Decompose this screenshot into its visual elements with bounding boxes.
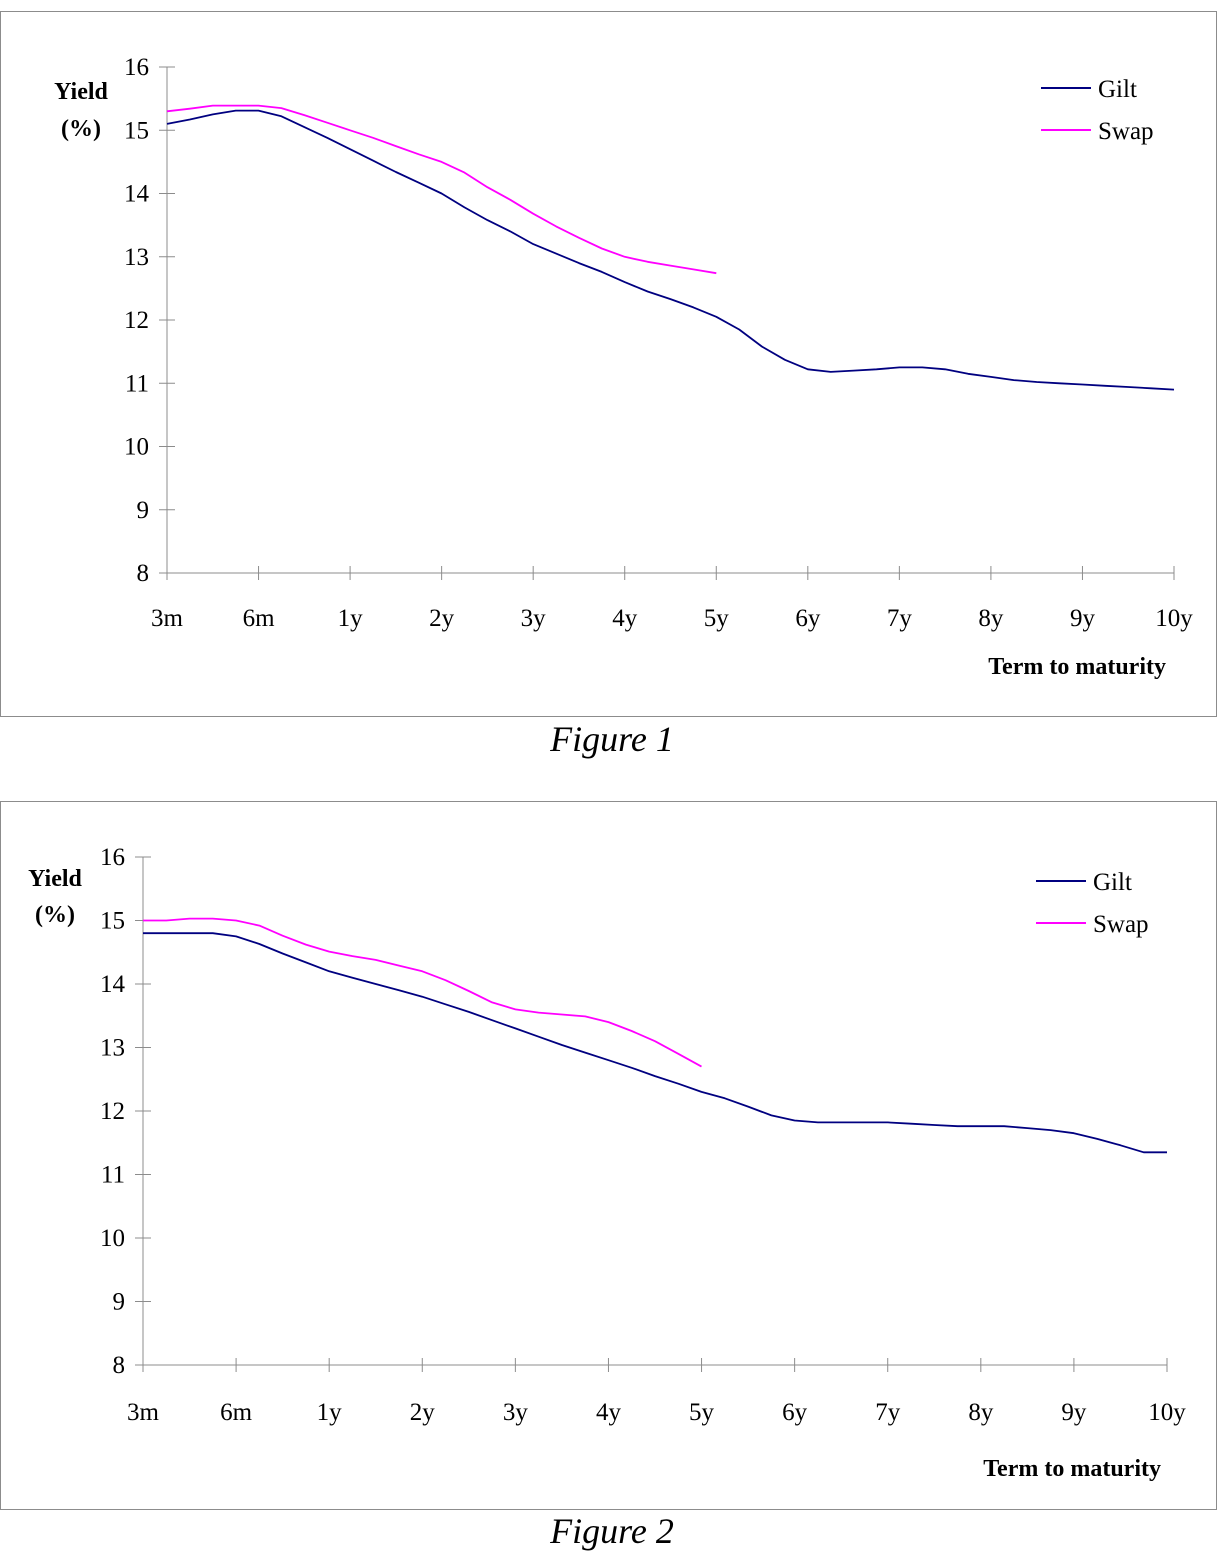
y-axis-title-line1: Yield: [28, 866, 82, 892]
x-tick-label: 5y: [689, 1399, 715, 1426]
y-tick-label: 10: [124, 434, 149, 461]
x-tick-label: 5y: [704, 605, 730, 632]
y-axis-title-line2: (%): [35, 902, 75, 928]
x-tick-label: 7y: [875, 1399, 901, 1426]
series-line-swap: [143, 917, 702, 1068]
x-tick-label: 2y: [429, 605, 455, 632]
x-tick-label: 9y: [1061, 1399, 1087, 1426]
x-tick-label: 3m: [151, 605, 184, 632]
y-tick-label: 15: [124, 117, 149, 144]
y-tick-label: 12: [100, 1098, 125, 1125]
x-axis-title: Term to maturity: [983, 1456, 1161, 1482]
x-tick-label: 3y: [521, 605, 547, 632]
x-tick-label: 1y: [317, 1399, 343, 1426]
series-line-gilt: [166, 109, 1175, 391]
x-tick-label: 8y: [978, 605, 1004, 632]
y-tick-label: 16: [100, 844, 125, 871]
x-tick-label: 6m: [243, 605, 276, 632]
y-tick-label: 14: [124, 181, 150, 208]
x-tick-label: 1y: [338, 605, 364, 632]
y-tick-label: 14: [100, 971, 126, 998]
x-tick-label: 4y: [612, 605, 638, 632]
legend-label-gilt: Gilt: [1098, 76, 1137, 103]
x-tick-label: 8y: [968, 1399, 994, 1426]
figure-caption-1: Figure 1: [550, 719, 674, 759]
y-tick-label: 8: [137, 560, 150, 587]
x-tick-label: 6y: [782, 1399, 808, 1426]
x-tick-label: 7y: [887, 605, 913, 632]
x-tick-label: 10y: [1148, 1399, 1186, 1426]
series-line-swap: [166, 104, 717, 275]
line-chart-2: 8 9 10 11 12 13 14 15 16 3m 6m 1y 2y 3y 4y 5y 6y 7y 8y 9y 10…: [28, 844, 1186, 1482]
series-line-gilt: [143, 932, 1167, 1154]
y-tick-label: 11: [101, 1162, 125, 1189]
y-tick-label: 8: [113, 1352, 126, 1379]
x-tick-label: 3m: [127, 1399, 160, 1426]
y-tick-label: 9: [137, 497, 150, 524]
y-tick-label: 9: [113, 1289, 126, 1316]
line-chart-1: 8 9 10 11 12 13 14 15 16 3m 6m 1y 2y 3y 4y 5y 6y 7y 8y 9y 10…: [54, 54, 1193, 680]
y-tick-label: 12: [124, 307, 149, 334]
x-tick-label: 10y: [1155, 605, 1193, 632]
y-tick-label: 13: [124, 244, 149, 271]
x-axis-title: Term to maturity: [988, 654, 1166, 680]
y-tick-label: 13: [100, 1035, 125, 1062]
y-axis-title-line1: Yield: [54, 79, 108, 105]
y-tick-label: 11: [125, 370, 149, 397]
y-tick-label: 10: [100, 1225, 125, 1252]
x-tick-label: 4y: [596, 1399, 622, 1426]
x-tick-label: 6y: [795, 605, 821, 632]
legend-label-gilt: Gilt: [1093, 869, 1132, 896]
legend-label-swap: Swap: [1098, 118, 1154, 145]
y-tick-label: 15: [100, 908, 125, 935]
legend-label-swap: Swap: [1093, 911, 1149, 938]
x-tick-label: 3y: [503, 1399, 529, 1426]
x-tick-label: 2y: [410, 1399, 436, 1426]
y-axis-title-line2: (%): [61, 116, 101, 142]
y-tick-label: 16: [124, 54, 149, 81]
figure-caption-2: Figure 2: [550, 1511, 674, 1551]
chart-panel-2: 8 9 10 11 12 13 14 15 16 3m 6m 1y 2y 3y 4y 5y 6y 7y 8y 9y 10…: [0, 801, 1217, 1510]
x-tick-label: 9y: [1070, 605, 1096, 632]
chart-panel-1: 8 9 10 11 12 13 14 15 16 3m 6m 1y 2y 3y 4y 5y 6y 7y 8y 9y 10…: [0, 11, 1217, 717]
x-tick-label: 6m: [220, 1399, 253, 1426]
